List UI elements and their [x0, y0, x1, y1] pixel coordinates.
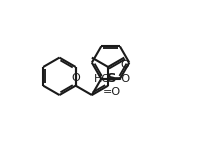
- Text: S: S: [107, 72, 117, 85]
- Text: O: O: [120, 60, 129, 70]
- Text: =O: =O: [103, 87, 121, 97]
- Text: O: O: [71, 73, 80, 83]
- Text: HO: HO: [94, 74, 111, 84]
- Text: =O: =O: [113, 74, 131, 84]
